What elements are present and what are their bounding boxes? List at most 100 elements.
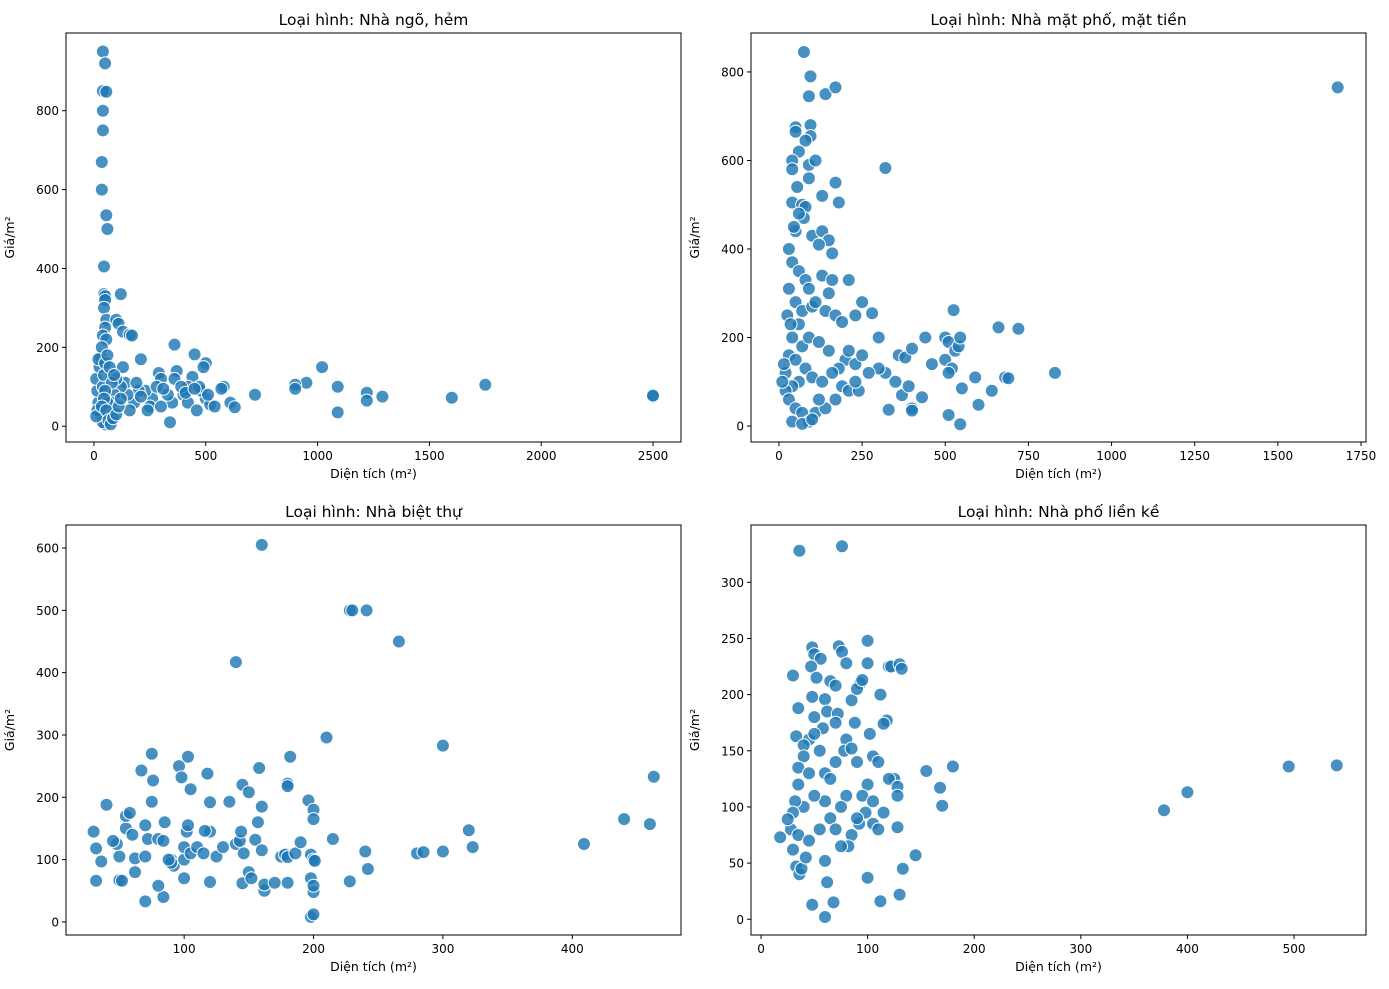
data-point <box>924 357 939 372</box>
data-point <box>821 343 836 358</box>
data-point <box>860 633 875 648</box>
data-point <box>796 45 811 59</box>
data-point <box>871 755 886 769</box>
data-point <box>181 749 195 764</box>
data-point <box>342 874 357 889</box>
data-point <box>115 873 129 888</box>
data-point <box>280 779 295 794</box>
data-point <box>861 365 876 380</box>
data-point <box>802 833 816 848</box>
subplot-2: Loại hình: Nhà mặt phố, mặt tiền 0 250 500 7… <box>687 11 1376 481</box>
data-point <box>811 237 826 252</box>
data-point <box>801 171 816 186</box>
data-point <box>841 343 856 358</box>
data-point <box>227 400 242 415</box>
data-point <box>866 794 880 809</box>
data-point <box>892 887 907 902</box>
data-point <box>786 668 800 683</box>
data-point <box>781 242 796 256</box>
data-point <box>358 844 373 859</box>
data-point <box>905 403 919 418</box>
data-point <box>144 746 159 761</box>
data-point <box>106 833 120 848</box>
data-point <box>1180 785 1195 800</box>
x-tick-label: 500 <box>1283 942 1306 956</box>
data-point <box>791 206 806 221</box>
y-axis-label: Giá/m² <box>687 709 702 751</box>
data-point <box>200 766 215 781</box>
data-point <box>222 794 237 809</box>
data-point <box>197 823 212 838</box>
data-point <box>181 818 195 833</box>
data-point <box>133 389 148 404</box>
data-point <box>818 87 833 102</box>
data-point <box>187 381 202 396</box>
data-point <box>444 390 459 405</box>
y-tick-label: 500 <box>36 604 59 618</box>
points-group <box>775 45 1345 432</box>
x-axis-label: Diện tích (m²) <box>330 959 417 974</box>
data-point <box>801 89 816 104</box>
data-point <box>465 840 480 855</box>
data-point <box>798 850 813 865</box>
data-point <box>416 845 431 860</box>
x-tick-label: 200 <box>302 942 325 956</box>
data-point <box>113 391 128 406</box>
data-point <box>775 374 790 389</box>
data-point <box>908 848 923 863</box>
y-tick-label: 800 <box>36 104 59 118</box>
y-tick-label: 300 <box>721 576 744 590</box>
x-tick-label: 0 <box>90 449 98 463</box>
data-point <box>95 44 110 59</box>
data-point <box>125 328 139 343</box>
data-point <box>100 348 115 363</box>
data-point <box>828 175 843 190</box>
y-tick-label: 300 <box>36 728 59 742</box>
data-point <box>813 651 828 666</box>
data-point <box>183 782 198 797</box>
x-tick-label: 200 <box>963 942 986 956</box>
data-point <box>163 415 177 430</box>
data-point <box>89 873 104 888</box>
data-point <box>881 771 896 786</box>
data-point <box>89 841 104 856</box>
data-point <box>786 842 800 857</box>
data-point <box>808 295 823 310</box>
data-point <box>807 710 822 725</box>
data-point <box>100 222 115 236</box>
x-tick-label: 1500 <box>1263 449 1294 463</box>
data-point <box>122 805 137 820</box>
data-point <box>783 317 798 332</box>
subplot-3: Loại hình: Nhà biệt thự 100 200 300 400 0 100 2… <box>2 503 682 974</box>
data-point <box>254 799 269 814</box>
data-point <box>125 827 140 842</box>
data-point <box>138 818 153 833</box>
data-point <box>330 405 345 420</box>
data-point <box>167 337 182 352</box>
subplot-title: Loại hình: Nhà ngõ, hẻm <box>279 11 469 29</box>
data-point <box>873 894 888 909</box>
data-point <box>862 726 877 741</box>
data-point <box>807 788 822 803</box>
data-point <box>984 383 999 398</box>
data-point <box>828 678 843 693</box>
data-point <box>646 388 660 403</box>
data-point <box>991 320 1006 335</box>
data-point <box>905 341 919 356</box>
data-point <box>138 849 153 864</box>
data-point <box>811 392 826 407</box>
data-point <box>306 878 321 893</box>
data-point <box>825 273 840 287</box>
subplot-title: Loại hình: Nhà mặt phố, mặt tiền <box>930 11 1186 29</box>
data-point <box>847 715 862 730</box>
data-point <box>151 878 166 893</box>
y-tick-label: 200 <box>36 341 59 355</box>
data-point <box>435 844 450 859</box>
data-point <box>803 69 818 84</box>
data-point <box>172 759 186 774</box>
data-point <box>283 749 298 764</box>
data-point <box>815 374 830 389</box>
x-tick-label: 750 <box>1017 449 1040 463</box>
data-point <box>250 815 265 830</box>
data-point <box>306 907 321 922</box>
